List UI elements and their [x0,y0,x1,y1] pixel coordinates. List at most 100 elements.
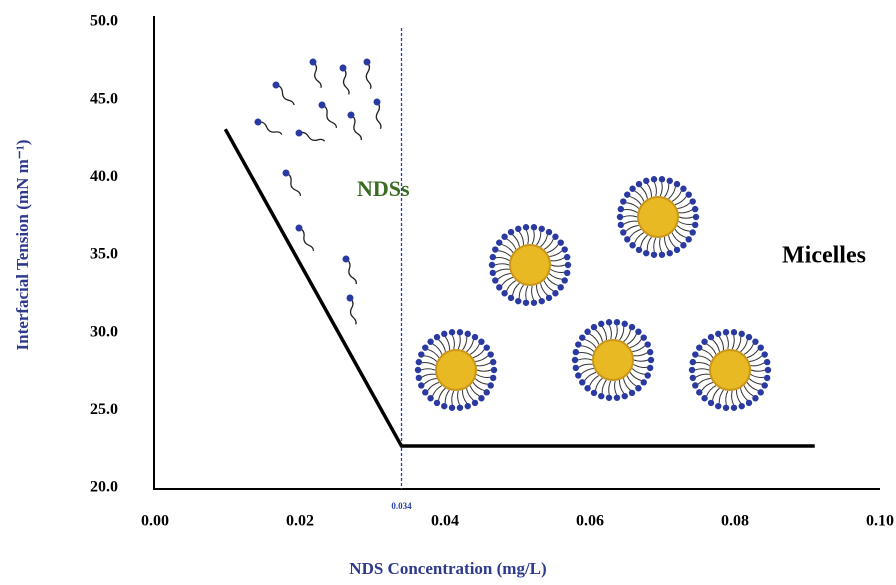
micelle-head [441,331,447,337]
micelle-tail [581,369,594,375]
micelle-head [674,247,680,253]
micelle-tail [732,335,734,349]
micelle-tail [532,286,534,300]
micelle [415,329,497,411]
micelle-head [686,191,692,197]
micelle-tail [424,379,437,385]
micelle-tail [751,374,765,377]
micelle-tail [669,187,676,199]
y-tick-label: 40.0 [90,168,118,185]
x-tick-label: 0.06 [576,513,604,530]
annotation: Micelles [782,243,866,269]
micelle-tail [751,370,765,371]
micelle-head [558,284,564,290]
micelle-tail [458,335,460,349]
micelle-tail [732,391,734,405]
micelle-head [490,359,496,365]
micelle-tail [541,235,548,247]
micelle-head [629,242,635,248]
surfactant-head [253,117,263,127]
x-tick-label: 0.00 [141,513,169,530]
micelle-head [565,262,571,268]
micelle-head [648,357,654,363]
micelle-head [591,324,597,330]
micelle-head [765,367,771,373]
micelle-head [620,229,626,235]
micelle-tail [719,337,723,350]
surfactant-molecule [347,111,364,142]
micelle-head [584,385,590,391]
micelle [572,319,654,401]
micelle-head [575,341,581,347]
y-tick-label: 20.0 [90,479,118,496]
micelle-head [418,382,424,388]
micelle-tail [624,330,631,342]
y-axis-title: Interfacial Tension (mN m⁻¹) [13,140,32,351]
micelle-head [645,341,651,347]
micelle-head [739,331,745,337]
micelle-tail [609,381,611,395]
micelle-head [708,334,714,340]
micelle-head [692,222,698,228]
micelle-head [539,298,545,304]
micelle-head [418,351,424,357]
micelle-tail [736,390,740,403]
micelle-head [643,178,649,184]
surfactant-head [363,58,371,66]
micelle-head [579,379,585,385]
micelle-head [686,236,692,242]
micelle-core [710,350,750,390]
micelle-tail [551,258,565,261]
micelle-head [457,329,463,335]
micelle-head [752,339,758,345]
micelle-tail [526,230,528,244]
micelle-head [659,176,665,182]
micelle-tail [458,391,460,405]
micelle-tail [462,337,466,350]
micelle-tail [677,226,690,232]
micelle-head [472,400,478,406]
micelle-tail [513,283,520,295]
micelle-head [488,351,494,357]
micelle-head [546,229,552,235]
micelle-head [501,234,507,240]
micelle-head [523,224,529,230]
surfactant-molecule [317,100,338,130]
micelle-head [629,186,635,192]
micelle-head [647,365,653,371]
surfactant-molecule [281,168,302,198]
x-tick-label: 0.04 [431,513,459,530]
micelle-head [508,229,514,235]
micelle-head [531,224,537,230]
micelle-head [484,344,490,350]
micelle-tail [475,379,488,385]
micelle-head [762,382,768,388]
micelle-tail [741,340,748,352]
micelle-tail [626,226,639,232]
micelle-head [618,206,624,212]
micelle-tail [551,265,565,266]
micelle-head [617,214,623,220]
micelle-tail [578,359,592,360]
micelle-tail [679,217,693,218]
micelle-head [629,390,635,396]
y-tick-label: 30.0 [90,323,118,340]
micelle-head [624,191,630,197]
micelle-head [606,395,612,401]
surfactant-head [281,168,291,178]
micelle-head [584,329,590,335]
micelle-head [641,334,647,340]
y-tick-label: 50.0 [90,13,118,30]
micelle-tail [695,369,709,370]
micelle-head [696,389,702,395]
micelle-tail [664,237,668,250]
micelle-tail [581,346,594,352]
micelle-head [491,367,497,373]
micelle-head [415,367,421,373]
micelle-tail [495,264,509,265]
micelle-head [692,382,698,388]
surfactant-molecule [309,58,324,89]
micelle-head [496,284,502,290]
micelle-tail [623,216,637,217]
micelle-head [562,277,568,283]
